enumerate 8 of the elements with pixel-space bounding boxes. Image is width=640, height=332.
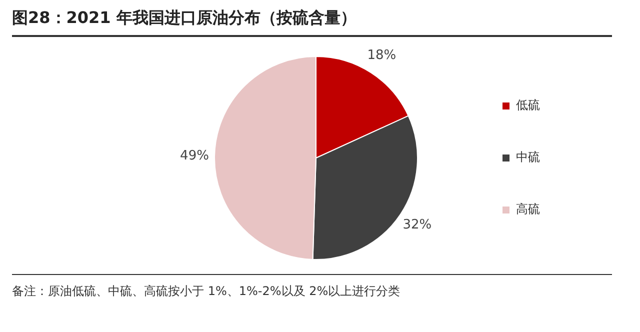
data-label: 32% — [402, 218, 432, 233]
chart-title: 图28：2021 年我国进口原油分布（按硫含量） — [12, 8, 612, 37]
data-label: 18% — [367, 48, 396, 64]
legend-label: 低硫 — [516, 98, 540, 112]
legend-label: 中硫 — [516, 150, 540, 164]
legend-label: 高硫 — [516, 202, 540, 216]
text: 备注：原油低硫、中硫、高硫按小于 1%、1%-2%以及 2%以上进行分类 — [12, 274, 612, 301]
data-label: 49% — [180, 148, 209, 164]
